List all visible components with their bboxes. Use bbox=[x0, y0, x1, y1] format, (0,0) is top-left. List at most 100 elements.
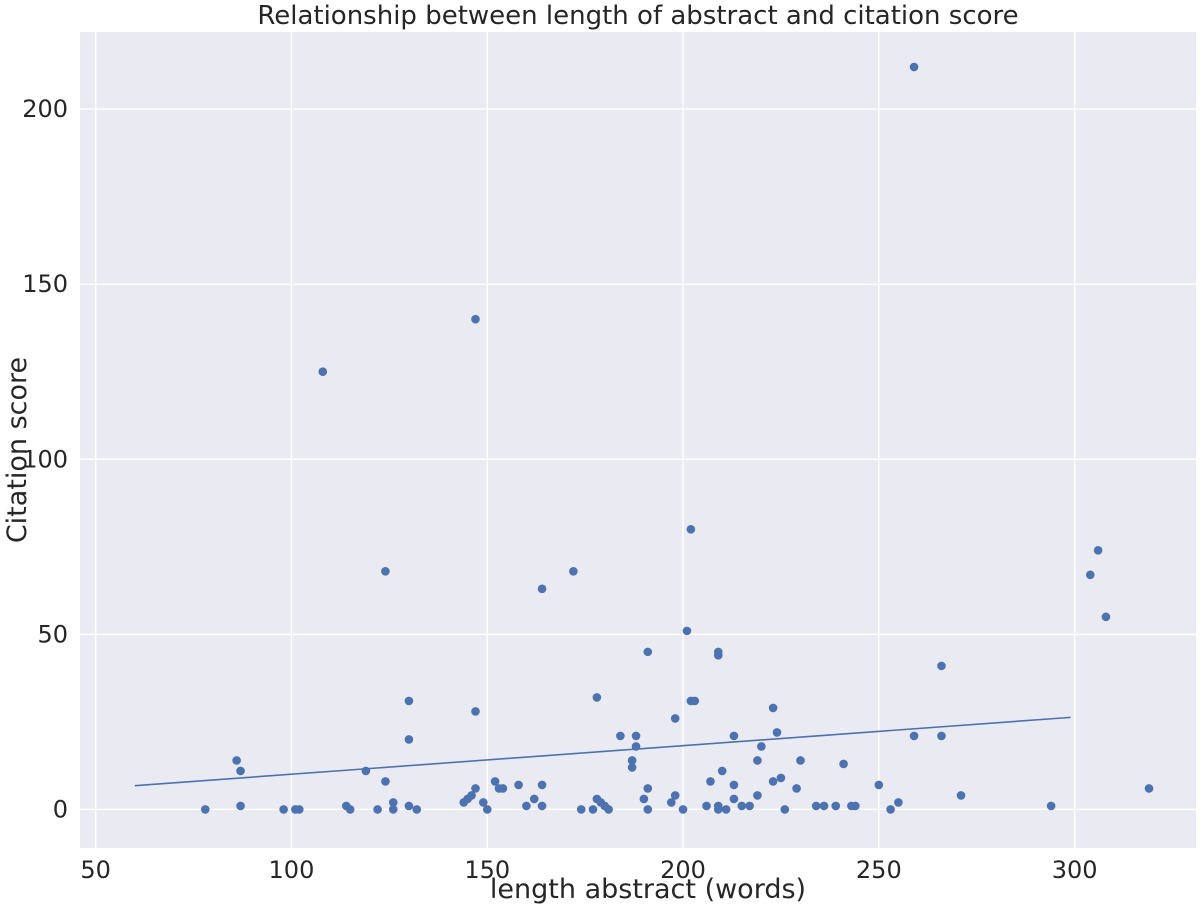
data-point bbox=[576, 805, 586, 814]
data-point bbox=[831, 801, 841, 811]
y-axis-ticks: 0 50 100 150 200 bbox=[22, 95, 68, 823]
x-tick-label: 100 bbox=[269, 856, 315, 884]
data-point bbox=[345, 805, 355, 814]
data-point bbox=[768, 703, 778, 713]
x-tick-label: 150 bbox=[464, 856, 510, 884]
data-point bbox=[471, 784, 480, 793]
data-point bbox=[279, 805, 288, 814]
data-point bbox=[753, 756, 762, 765]
data-point bbox=[768, 777, 778, 786]
data-point bbox=[643, 805, 653, 814]
data-point bbox=[236, 766, 245, 776]
data-point bbox=[479, 798, 488, 807]
x-tick-label: 300 bbox=[1052, 856, 1098, 884]
data-point bbox=[1085, 570, 1095, 580]
data-point bbox=[796, 756, 805, 765]
trend-line-layer bbox=[134, 716, 1071, 787]
data-point bbox=[780, 805, 790, 814]
data-point bbox=[702, 801, 711, 811]
data-point bbox=[713, 647, 723, 657]
data-point bbox=[404, 801, 414, 811]
data-point bbox=[412, 805, 422, 814]
data-point bbox=[772, 728, 782, 737]
y-tick-label: 150 bbox=[22, 270, 68, 298]
data-point bbox=[776, 773, 786, 783]
data-point bbox=[388, 805, 398, 814]
data-point bbox=[588, 805, 598, 814]
data-point bbox=[569, 567, 578, 576]
data-point bbox=[294, 805, 304, 814]
data-point bbox=[757, 742, 766, 751]
data-point bbox=[643, 647, 653, 657]
x-tick-label: 200 bbox=[660, 856, 706, 884]
data-point bbox=[851, 801, 860, 811]
plot-area bbox=[80, 32, 1196, 848]
data-point bbox=[381, 777, 390, 786]
data-point bbox=[404, 735, 414, 744]
data-point bbox=[592, 693, 602, 702]
data-point bbox=[678, 805, 688, 814]
y-axis-label: Citation score bbox=[2, 357, 33, 543]
data-point bbox=[498, 784, 508, 793]
data-point bbox=[1046, 801, 1056, 811]
data-point bbox=[729, 780, 739, 790]
chart-title: Relationship between length of abstract … bbox=[257, 1, 1018, 31]
data-point bbox=[236, 801, 245, 811]
data-point bbox=[482, 805, 492, 814]
data-point bbox=[373, 805, 382, 814]
data-point bbox=[1093, 546, 1103, 555]
data-point bbox=[721, 805, 731, 814]
data-point bbox=[318, 367, 328, 377]
data-point bbox=[666, 798, 676, 807]
data-point bbox=[490, 777, 500, 786]
data-point bbox=[909, 731, 919, 741]
data-point bbox=[737, 801, 747, 811]
data-point bbox=[1101, 612, 1111, 622]
data-point bbox=[514, 780, 523, 790]
data-point bbox=[894, 798, 903, 807]
data-point bbox=[839, 759, 848, 769]
data-point bbox=[627, 763, 637, 772]
data-point bbox=[631, 742, 641, 751]
data-point bbox=[388, 798, 398, 807]
data-point bbox=[604, 805, 613, 814]
y-tick-label: 100 bbox=[22, 445, 68, 473]
data-point bbox=[686, 525, 696, 534]
y-tick-label: 0 bbox=[53, 795, 68, 823]
data-point bbox=[471, 314, 480, 324]
y-tick-label: 200 bbox=[22, 95, 68, 123]
x-tick-label: 50 bbox=[80, 856, 111, 884]
y-tick-label: 50 bbox=[37, 620, 68, 648]
data-point bbox=[682, 626, 692, 636]
data-point bbox=[874, 780, 884, 790]
data-point bbox=[937, 661, 946, 671]
trend-line bbox=[134, 716, 1071, 787]
grid-lines bbox=[80, 32, 1196, 848]
data-point bbox=[537, 584, 547, 594]
data-point bbox=[361, 766, 371, 776]
data-point bbox=[713, 805, 723, 814]
data-point bbox=[1144, 784, 1154, 793]
data-point bbox=[937, 731, 946, 741]
data-point bbox=[909, 62, 919, 72]
data-point bbox=[467, 791, 476, 800]
data-point bbox=[643, 784, 653, 793]
data-point bbox=[404, 696, 414, 706]
x-tick-label: 250 bbox=[856, 856, 902, 884]
data-point bbox=[706, 777, 715, 786]
data-point bbox=[201, 805, 210, 814]
data-point bbox=[537, 780, 547, 790]
data-point bbox=[627, 756, 637, 765]
data-point bbox=[670, 791, 680, 800]
data-point bbox=[745, 801, 754, 811]
data-point bbox=[753, 791, 762, 800]
data-point bbox=[522, 801, 531, 811]
data-point bbox=[529, 794, 539, 804]
data-point bbox=[729, 794, 739, 804]
data-point bbox=[819, 801, 829, 811]
data-point bbox=[670, 714, 680, 723]
data-point bbox=[616, 731, 625, 741]
data-points bbox=[201, 62, 1154, 814]
data-point bbox=[886, 805, 895, 814]
